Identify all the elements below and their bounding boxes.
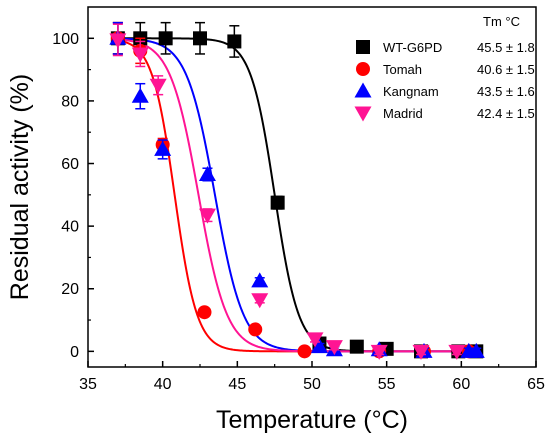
x-tick-label: 60 (452, 376, 470, 393)
x-axis-title: Temperature (°C) (216, 406, 408, 434)
data-point (248, 322, 263, 337)
x-tick-label: 35 (79, 376, 97, 393)
x-tick-label: 55 (378, 376, 396, 393)
x-tick-label: 65 (527, 376, 545, 393)
x-tick-label: 45 (228, 376, 246, 393)
data-point (193, 31, 207, 46)
legend-label-wt-g6pd: WT-G6PD (383, 40, 442, 55)
data-point (349, 339, 364, 354)
legend-header: Tm °C (483, 14, 520, 29)
data-point (149, 78, 167, 94)
data-point (297, 344, 312, 359)
y-tick-label: 40 (61, 219, 79, 236)
legend-marker-madrid (354, 106, 372, 122)
legend: Tm °C WT-G6PD 45.5 ± 1.8 Tomah 40.6 ± 1.5 Ka… (354, 14, 535, 122)
legend-tm-tomah: 40.6 ± 1.5 (477, 62, 535, 77)
y-axis-title: Residual activity (%) (6, 74, 34, 300)
x-tick-label: 50 (303, 376, 321, 393)
legend-marker-wt-g6pd (356, 40, 370, 54)
legend-marker-kangnam (354, 82, 372, 98)
data-point (158, 31, 173, 46)
legend-label-tomah: Tomah (383, 62, 422, 77)
data-point (227, 34, 242, 49)
legend-tm-madrid: 42.4 ± 1.5 (477, 106, 535, 121)
axis-ticks: 35 40 45 50 55 60 65 0 20 40 60 80 100 (52, 31, 545, 393)
data-point (197, 305, 212, 320)
y-tick-label: 0 (70, 344, 79, 361)
y-tick-label: 80 (61, 93, 79, 110)
legend-tm-wt-g6pd: 45.5 ± 1.8 (477, 40, 535, 55)
data-point (109, 33, 127, 49)
data-point (198, 208, 216, 224)
data-points (109, 21, 485, 360)
data-point (198, 165, 216, 181)
data-point (154, 140, 172, 156)
data-point (306, 332, 324, 348)
x-tick-label: 40 (154, 376, 172, 393)
data-point (448, 344, 466, 360)
data-point (467, 342, 485, 358)
plot-frame (87, 6, 537, 368)
data-point (412, 344, 430, 360)
data-point (251, 272, 269, 288)
y-tick-label: 60 (61, 156, 79, 173)
legend-marker-tomah (356, 62, 370, 76)
legend-tm-kangnam: 43.5 ± 1.6 (477, 84, 535, 99)
data-point (131, 47, 149, 63)
data-point (270, 195, 285, 210)
y-tick-label: 100 (52, 31, 79, 48)
data-point (370, 344, 388, 360)
legend-label-madrid: Madrid (383, 106, 423, 121)
data-point (310, 338, 328, 354)
legend-label-kangnam: Kangnam (383, 84, 439, 99)
data-point (251, 293, 269, 309)
y-tick-label: 20 (61, 281, 79, 298)
data-point (325, 340, 343, 356)
data-point (131, 87, 149, 103)
series-madrid (109, 23, 466, 360)
